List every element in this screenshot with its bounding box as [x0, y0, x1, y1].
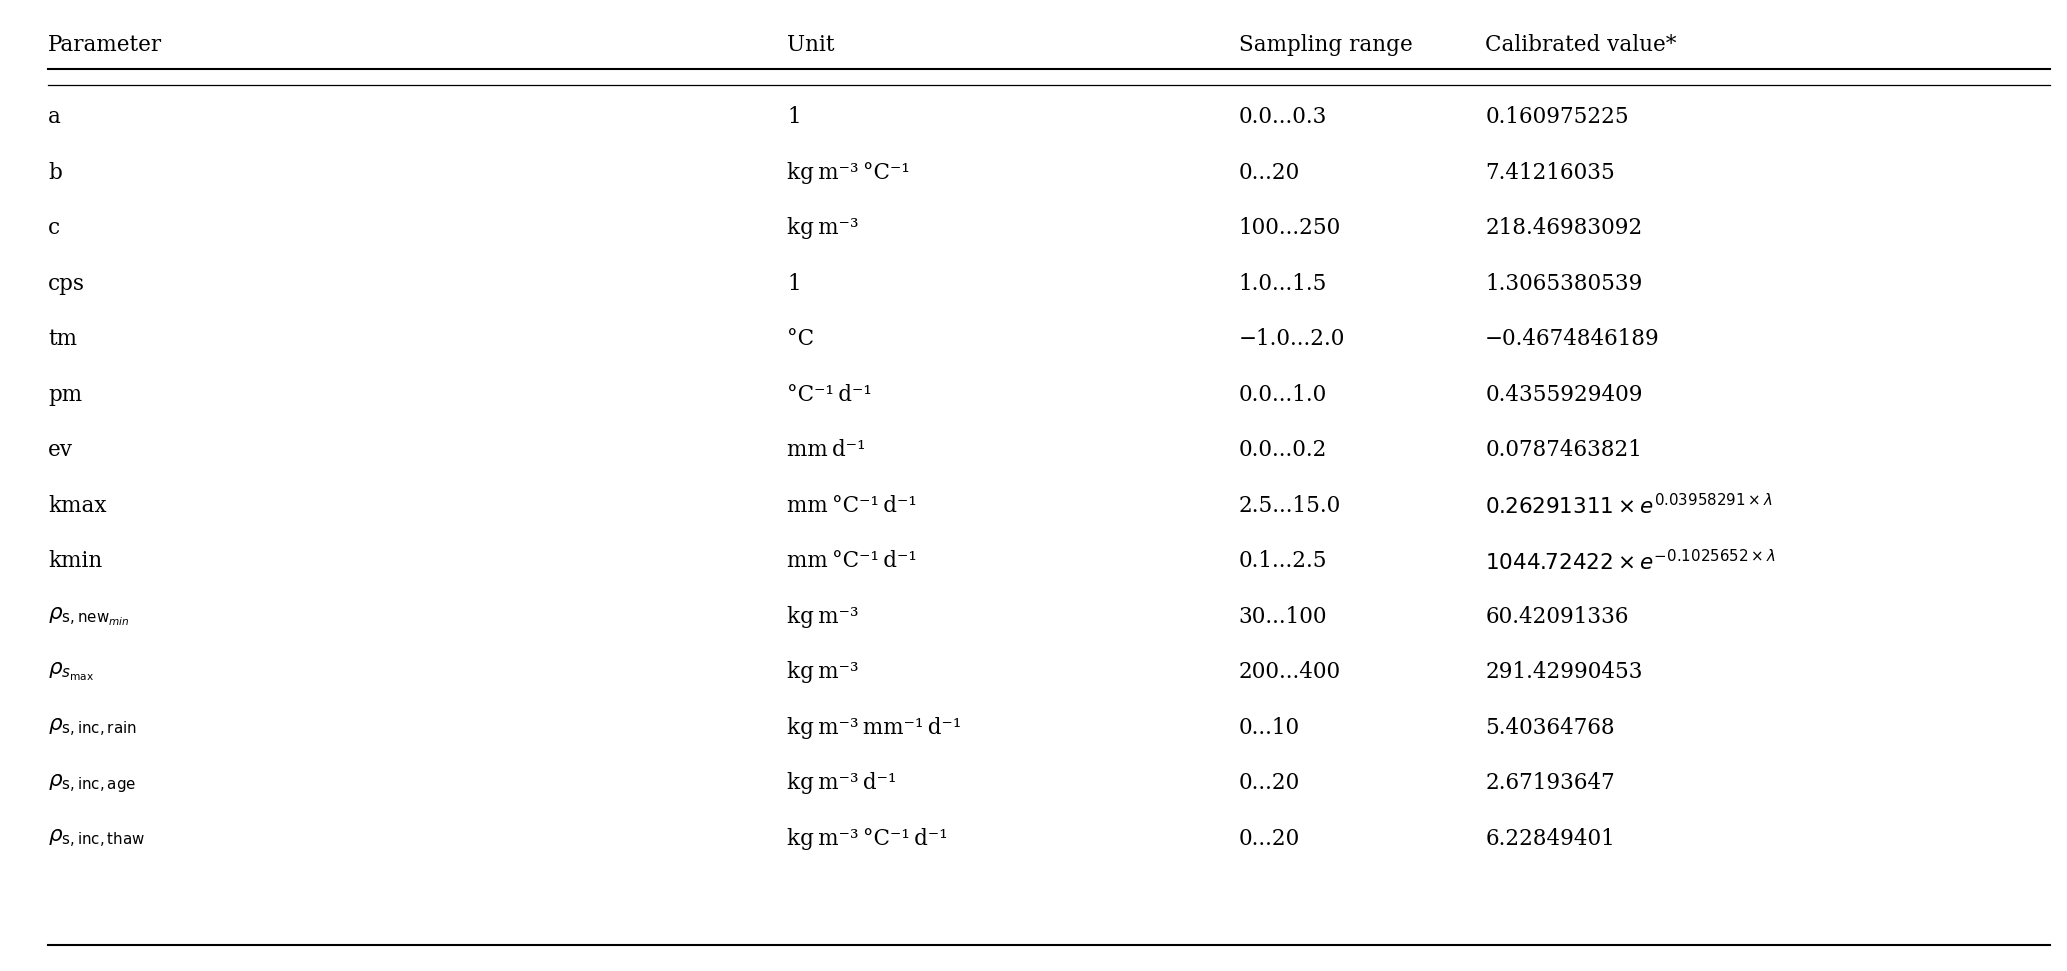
- Text: 0.0...0.3: 0.0...0.3: [1238, 106, 1327, 128]
- Text: $\rho_{\mathrm{s,new}_{min}}$: $\rho_{\mathrm{s,new}_{min}}$: [48, 606, 130, 627]
- Text: 30...100: 30...100: [1238, 606, 1327, 627]
- Text: 0.0787463821: 0.0787463821: [1486, 439, 1641, 461]
- Text: $1044.72422 \times e^{-0.1025652 \times \lambda}$: $1044.72422 \times e^{-0.1025652 \times …: [1486, 549, 1776, 574]
- Text: 100...250: 100...250: [1238, 218, 1341, 239]
- Text: 7.41216035: 7.41216035: [1486, 161, 1614, 184]
- Text: 5.40364768: 5.40364768: [1486, 717, 1614, 739]
- Text: kg m⁻³: kg m⁻³: [788, 218, 858, 239]
- Text: Sampling range: Sampling range: [1238, 34, 1412, 56]
- Text: kmin: kmin: [48, 551, 101, 572]
- Text: 1.0...1.5: 1.0...1.5: [1238, 273, 1327, 294]
- Text: kg m⁻³ d⁻¹: kg m⁻³ d⁻¹: [788, 772, 897, 794]
- Text: $0.26291311 \times e^{0.03958291 \times \lambda}$: $0.26291311 \times e^{0.03958291 \times …: [1486, 493, 1773, 519]
- Text: mm °C⁻¹ d⁻¹: mm °C⁻¹ d⁻¹: [788, 494, 918, 517]
- Text: kg m⁻³: kg m⁻³: [788, 606, 858, 627]
- Text: 0.1...2.5: 0.1...2.5: [1238, 551, 1327, 572]
- Text: 1: 1: [788, 273, 800, 294]
- Text: kg m⁻³ °C⁻¹ d⁻¹: kg m⁻³ °C⁻¹ d⁻¹: [788, 827, 949, 850]
- Text: Unit: Unit: [788, 34, 835, 56]
- Text: 0.160975225: 0.160975225: [1486, 106, 1629, 128]
- Text: 0.0...1.0: 0.0...1.0: [1238, 384, 1327, 406]
- Text: −0.4674846189: −0.4674846189: [1486, 328, 1660, 351]
- Text: 0...20: 0...20: [1238, 772, 1300, 794]
- Text: tm: tm: [48, 328, 76, 351]
- Text: 60.42091336: 60.42091336: [1486, 606, 1629, 627]
- Text: kg m⁻³: kg m⁻³: [788, 661, 858, 684]
- Text: 291.42990453: 291.42990453: [1486, 661, 1643, 684]
- Text: 0...10: 0...10: [1238, 717, 1300, 739]
- Text: kg m⁻³ °C⁻¹: kg m⁻³ °C⁻¹: [788, 161, 909, 184]
- Text: $\rho_{s_{\mathrm{max}}}$: $\rho_{s_{\mathrm{max}}}$: [48, 661, 95, 684]
- Text: 1: 1: [788, 106, 800, 128]
- Text: 0.0...0.2: 0.0...0.2: [1238, 439, 1327, 461]
- Text: 218.46983092: 218.46983092: [1486, 218, 1643, 239]
- Text: °C: °C: [788, 328, 814, 351]
- Text: kmax: kmax: [48, 494, 107, 517]
- Text: mm °C⁻¹ d⁻¹: mm °C⁻¹ d⁻¹: [788, 551, 918, 572]
- Text: 6.22849401: 6.22849401: [1486, 827, 1614, 850]
- Text: Calibrated value*: Calibrated value*: [1486, 34, 1676, 56]
- Text: 2.67193647: 2.67193647: [1486, 772, 1614, 794]
- Text: kg m⁻³ mm⁻¹ d⁻¹: kg m⁻³ mm⁻¹ d⁻¹: [788, 717, 961, 739]
- Text: 0.4355929409: 0.4355929409: [1486, 384, 1643, 406]
- Text: 1.3065380539: 1.3065380539: [1486, 273, 1643, 294]
- Text: pm: pm: [48, 384, 83, 406]
- Text: −1.0...2.0: −1.0...2.0: [1238, 328, 1346, 351]
- Text: ev: ev: [48, 439, 72, 461]
- Text: cps: cps: [48, 273, 85, 294]
- Text: Parameter: Parameter: [48, 34, 161, 56]
- Text: b: b: [48, 161, 62, 184]
- Text: 2.5...15.0: 2.5...15.0: [1238, 494, 1341, 517]
- Text: °C⁻¹ d⁻¹: °C⁻¹ d⁻¹: [788, 384, 872, 406]
- Text: $\rho_{\mathrm{s,inc,thaw}}$: $\rho_{\mathrm{s,inc,thaw}}$: [48, 827, 145, 850]
- Text: c: c: [48, 218, 60, 239]
- Text: 0...20: 0...20: [1238, 827, 1300, 850]
- Text: 200...400: 200...400: [1238, 661, 1341, 684]
- Text: mm d⁻¹: mm d⁻¹: [788, 439, 866, 461]
- Text: $\rho_{\mathrm{s,inc,age}}$: $\rho_{\mathrm{s,inc,age}}$: [48, 772, 136, 794]
- Text: $\rho_{\mathrm{s,inc,rain}}$: $\rho_{\mathrm{s,inc,rain}}$: [48, 717, 136, 739]
- Text: a: a: [48, 106, 60, 128]
- Text: 0...20: 0...20: [1238, 161, 1300, 184]
